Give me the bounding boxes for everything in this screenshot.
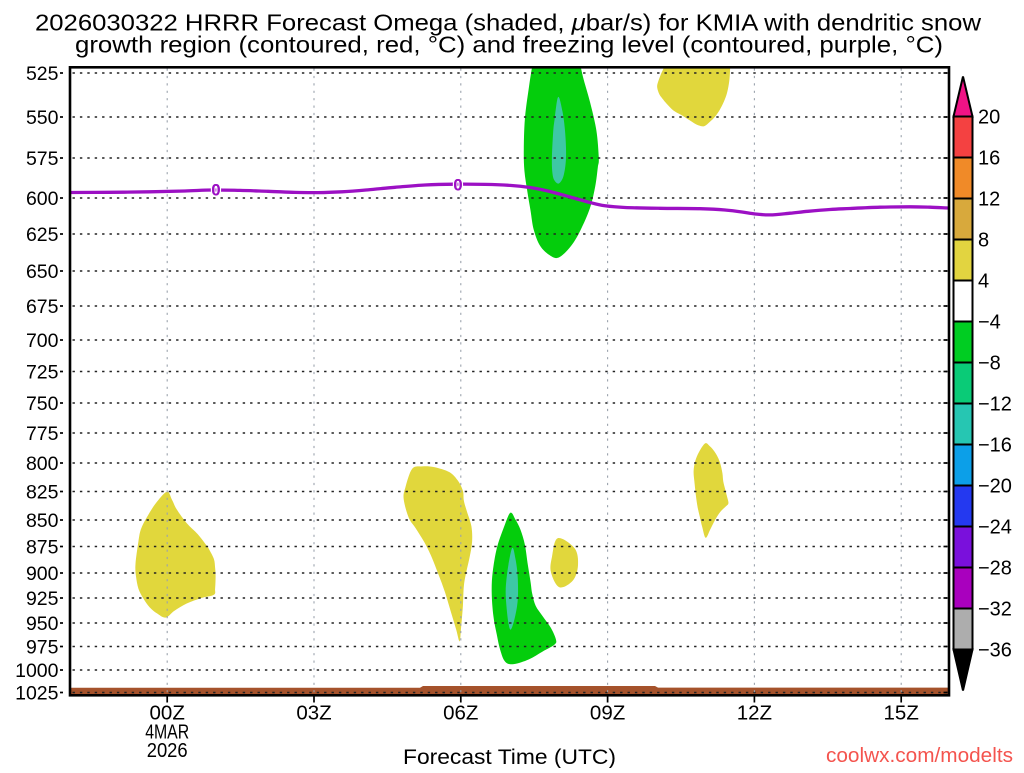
svg-text:16: 16 <box>978 148 1000 170</box>
svg-text:850: 850 <box>26 510 59 532</box>
svg-text:875: 875 <box>26 537 59 559</box>
svg-text:00Z: 00Z <box>150 702 185 725</box>
svg-text:2026030322 HRRR Forecast Omega: 2026030322 HRRR Forecast Omega (shaded, … <box>35 10 981 36</box>
svg-text:825: 825 <box>26 482 59 504</box>
svg-text:03Z: 03Z <box>296 702 331 725</box>
svg-text:4MAR: 4MAR <box>145 721 189 744</box>
svg-text:750: 750 <box>26 393 59 415</box>
svg-text:675: 675 <box>26 296 59 318</box>
svg-text:0: 0 <box>453 177 462 195</box>
svg-text:coolwx.com/modelts: coolwx.com/modelts <box>826 745 1013 767</box>
svg-text:650: 650 <box>26 261 59 283</box>
svg-text:−36: −36 <box>978 640 1012 662</box>
svg-text:−20: −20 <box>978 476 1012 498</box>
svg-text:−16: −16 <box>978 435 1012 457</box>
svg-text:−12: −12 <box>978 394 1012 416</box>
svg-text:1000: 1000 <box>15 660 59 682</box>
svg-text:700: 700 <box>26 330 59 352</box>
svg-text:−24: −24 <box>978 517 1012 539</box>
svg-text:525: 525 <box>26 63 59 85</box>
svg-text:0: 0 <box>211 182 220 200</box>
svg-text:06Z: 06Z <box>443 702 478 725</box>
svg-text:0: 0 <box>453 177 462 195</box>
svg-text:1025: 1025 <box>15 683 59 705</box>
svg-text:2026: 2026 <box>147 739 188 762</box>
svg-text:725: 725 <box>26 362 59 384</box>
svg-text:925: 925 <box>26 588 59 610</box>
svg-text:550: 550 <box>26 107 59 129</box>
svg-text:09Z: 09Z <box>590 702 625 725</box>
svg-text:12Z: 12Z <box>737 702 772 725</box>
svg-text:0: 0 <box>211 182 220 200</box>
svg-text:800: 800 <box>26 453 59 475</box>
svg-text:growth region (contoured, red,: growth region (contoured, red, °C) and f… <box>75 32 943 58</box>
svg-text:15Z: 15Z <box>884 702 919 725</box>
svg-text:−28: −28 <box>978 558 1012 580</box>
svg-text:20: 20 <box>978 107 1000 129</box>
svg-text:950: 950 <box>26 613 59 635</box>
svg-text:−4: −4 <box>978 312 1001 334</box>
svg-text:575: 575 <box>26 148 59 170</box>
svg-text:900: 900 <box>26 563 59 585</box>
svg-text:600: 600 <box>26 188 59 210</box>
svg-text:775: 775 <box>26 423 59 445</box>
svg-text:625: 625 <box>26 224 59 246</box>
svg-text:−8: −8 <box>978 353 1001 375</box>
svg-text:975: 975 <box>26 637 59 659</box>
svg-text:12: 12 <box>978 189 1000 211</box>
svg-text:4: 4 <box>978 271 989 293</box>
svg-text:8: 8 <box>978 230 989 252</box>
svg-text:Forecast Time (UTC): Forecast Time (UTC) <box>403 745 616 768</box>
svg-text:−32: −32 <box>978 599 1012 621</box>
